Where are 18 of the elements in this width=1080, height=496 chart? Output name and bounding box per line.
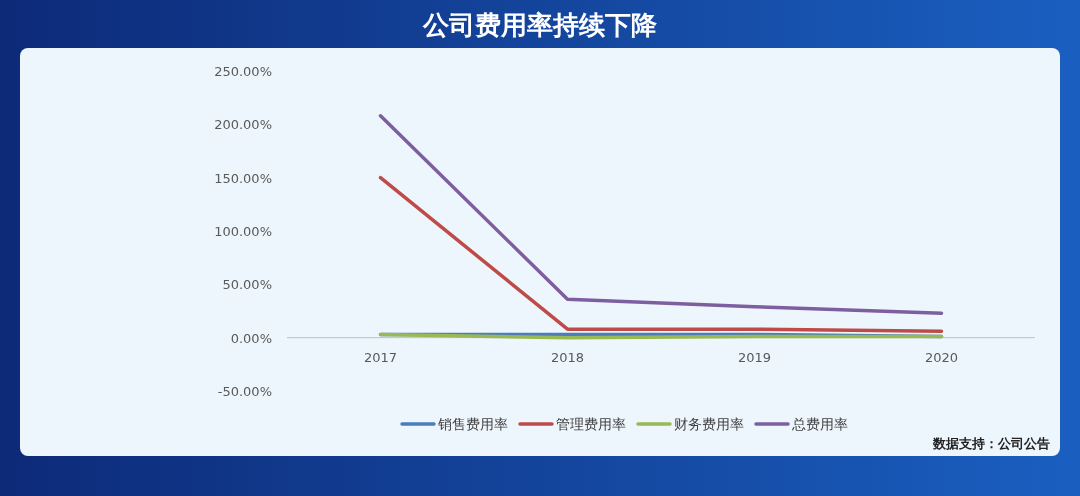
y-tick-label: 50.00%	[222, 277, 272, 293]
chart-title: 公司费用率持续下降	[422, 10, 657, 40]
legend-label: 总费用率	[791, 416, 848, 432]
text: 数据支持：公司公告	[932, 436, 1050, 451]
y-tick-label: 100.00%	[214, 224, 272, 239]
legend-label: 管理费用率	[556, 416, 626, 432]
y-tick-label: 200.00%	[214, 117, 272, 133]
legend-label: 财务费用率	[674, 416, 744, 432]
x-tick-label: 2020	[924, 349, 959, 365]
x-tick-label: 2017	[363, 349, 398, 365]
y-tick-label: 250.00%	[214, 64, 272, 79]
x-tick-label: 2018	[550, 349, 585, 365]
y-tick-label: 150.00%	[214, 170, 272, 186]
line-series	[378, 114, 944, 315]
y-tick-label: -50.00%	[217, 384, 272, 399]
legend-label: 销售费用率	[437, 416, 508, 432]
x-tick-label: 2019	[737, 349, 772, 365]
y-tick-label: 0.00%	[230, 330, 272, 346]
